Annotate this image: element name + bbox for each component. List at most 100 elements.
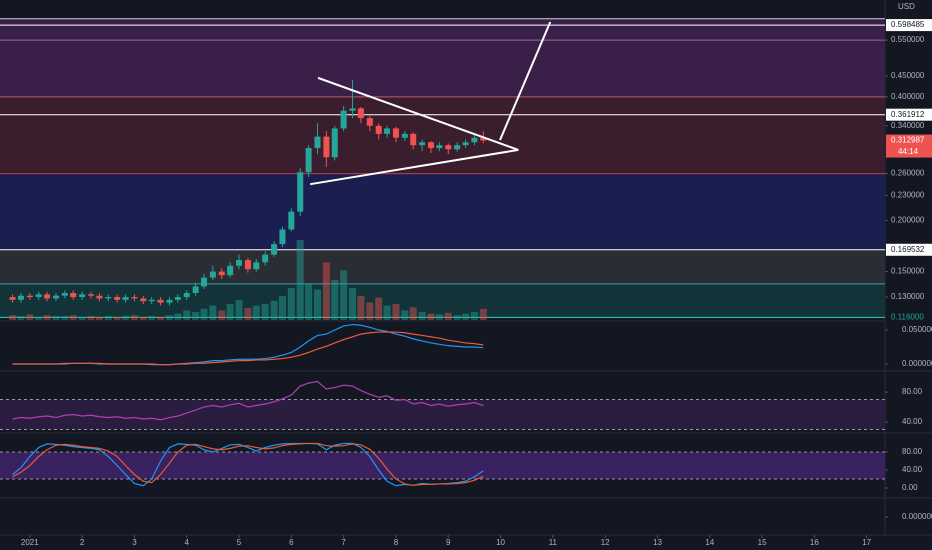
candle-body <box>331 128 338 158</box>
volume-bar <box>479 308 487 320</box>
zone <box>0 18 885 97</box>
candle-body <box>17 295 24 300</box>
volume-bar <box>453 315 461 320</box>
candle-body <box>70 293 77 298</box>
candle-body <box>122 297 129 300</box>
volume-bar <box>261 304 269 320</box>
volume-bar <box>157 316 165 320</box>
volume-bar <box>130 315 138 320</box>
trend-line <box>310 148 519 186</box>
volume-bar <box>349 288 357 320</box>
candle-body <box>131 297 138 299</box>
volume-bar <box>427 313 435 320</box>
volume-bar <box>95 316 103 320</box>
price-label-box <box>886 243 932 256</box>
candle-body <box>148 299 155 302</box>
volume-bar <box>470 312 478 320</box>
countdown: 44:14 <box>898 147 919 156</box>
candle-body <box>375 125 382 134</box>
x-tick-label: 5 <box>237 538 242 547</box>
candle-body <box>183 293 190 298</box>
candle-body <box>454 145 461 150</box>
candle-body <box>9 297 16 300</box>
volume-bar <box>322 262 330 320</box>
price-label: 0.312987 <box>891 136 925 145</box>
candle-body <box>26 295 33 298</box>
zone <box>0 283 885 318</box>
volume-bar <box>401 310 409 320</box>
currency: USD <box>898 2 915 11</box>
candle-body <box>297 172 304 212</box>
volume-bar <box>462 313 470 320</box>
y-tick-label: 40.00 <box>902 417 923 426</box>
candle-body <box>96 295 103 299</box>
volume-bar <box>305 284 313 320</box>
x-tick-label: 4 <box>185 538 190 547</box>
x-tick-label: 10 <box>496 538 505 547</box>
volume-bar <box>226 304 234 320</box>
volume-bar <box>435 314 443 320</box>
volume-bar <box>252 305 260 320</box>
candle-body <box>200 277 207 287</box>
candle-body <box>52 295 59 299</box>
x-tick-label: 9 <box>446 538 451 547</box>
volume-bar <box>78 316 86 320</box>
volume-bar <box>200 308 208 320</box>
volume-bar <box>366 302 374 320</box>
y-tick-label: 0.150000 <box>891 267 925 276</box>
volume-bar <box>113 316 121 320</box>
candle-body <box>44 294 51 299</box>
volume-bar <box>313 289 321 320</box>
zone <box>0 173 885 250</box>
candle-body <box>218 271 225 276</box>
volume-bar <box>9 315 17 320</box>
volume-bar <box>87 316 95 320</box>
x-tick-label: 17 <box>862 538 871 547</box>
volume-bar <box>444 312 452 320</box>
price-label: 0.169532 <box>891 245 925 254</box>
candle-body <box>262 254 269 263</box>
x-tick-label: 16 <box>810 538 819 547</box>
candle-body <box>401 133 408 138</box>
candle-body <box>445 145 452 150</box>
candle-body <box>471 137 478 143</box>
candle-body <box>384 128 391 134</box>
candle-body <box>349 108 356 111</box>
y-tick-label: 0.550000 <box>891 35 925 44</box>
volume-bar <box>244 308 252 320</box>
candle-body <box>105 297 112 299</box>
volume-bar <box>340 270 348 320</box>
candle-body <box>462 142 469 146</box>
volume-bar <box>43 315 51 320</box>
x-tick-label: 11 <box>549 538 558 547</box>
trend-line <box>499 21 552 141</box>
candle-body <box>114 297 121 300</box>
candle-body <box>410 133 417 146</box>
y-tick-label: 40.00 <box>902 465 923 474</box>
volume-bar <box>192 312 200 320</box>
price-label-box <box>886 134 932 147</box>
candle-body <box>271 244 278 255</box>
candle-body <box>436 145 443 149</box>
band <box>0 399 885 430</box>
volume-bar <box>165 315 173 320</box>
x-tick-label: 7 <box>341 538 346 547</box>
indicator-line <box>12 331 484 366</box>
volume-bar <box>357 296 365 320</box>
price-label: 0.116000 <box>891 312 924 321</box>
candle-body <box>88 294 95 296</box>
y-tick-label: 80.00 <box>902 387 923 396</box>
y-tick-label: 0.230000 <box>891 191 925 200</box>
indicator-line <box>12 380 484 421</box>
x-tick-label: 13 <box>653 538 662 547</box>
y-tick-label: 0.00 <box>902 483 918 492</box>
candle-body <box>305 148 312 173</box>
indicator-line <box>12 442 484 486</box>
candle-body <box>357 108 364 119</box>
candle-body <box>140 298 147 302</box>
